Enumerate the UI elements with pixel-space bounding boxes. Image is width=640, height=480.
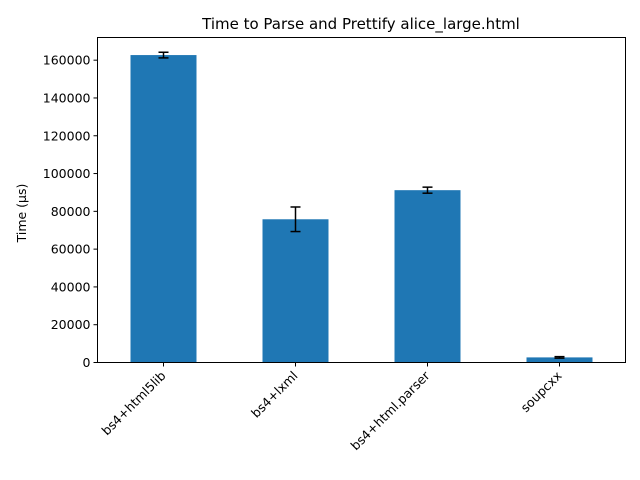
x-tick-label: soupcxx: [517, 368, 564, 415]
error-bar-soupcxx: [554, 355, 565, 359]
y-tick-label: 20000: [51, 317, 91, 332]
x-tick-label: bs4+lxml: [248, 368, 301, 421]
y-tick-label: 120000: [43, 128, 91, 143]
error-bar-bs4+html.parser: [422, 186, 433, 194]
x-tick-label: bs4+html.parser: [347, 367, 433, 453]
y-tick-label: 0: [83, 355, 91, 370]
y-tick-label: 60000: [51, 242, 91, 257]
bar-bs4+html.parser: [394, 190, 461, 363]
bar-soupcxx: [526, 357, 593, 363]
error-bar-bs4+lxml: [290, 206, 301, 233]
bar-bs4+html5lib: [130, 55, 197, 363]
plot-frame: [97, 37, 626, 363]
x-tick-label: bs4+html5lib: [98, 368, 168, 438]
y-tick-label: 40000: [51, 279, 91, 294]
chart-title: Time to Parse and Prettify alice_large.h…: [201, 15, 520, 34]
y-tick-label: 160000: [43, 53, 91, 68]
y-tick-label: 80000: [51, 204, 91, 219]
bar-bs4+lxml: [262, 219, 329, 363]
error-bar-bs4+html5lib: [158, 51, 169, 59]
y-tick-label: 100000: [43, 166, 91, 181]
y-axis-label: Time (µs): [14, 184, 29, 244]
y-tick-label: 140000: [43, 90, 91, 105]
